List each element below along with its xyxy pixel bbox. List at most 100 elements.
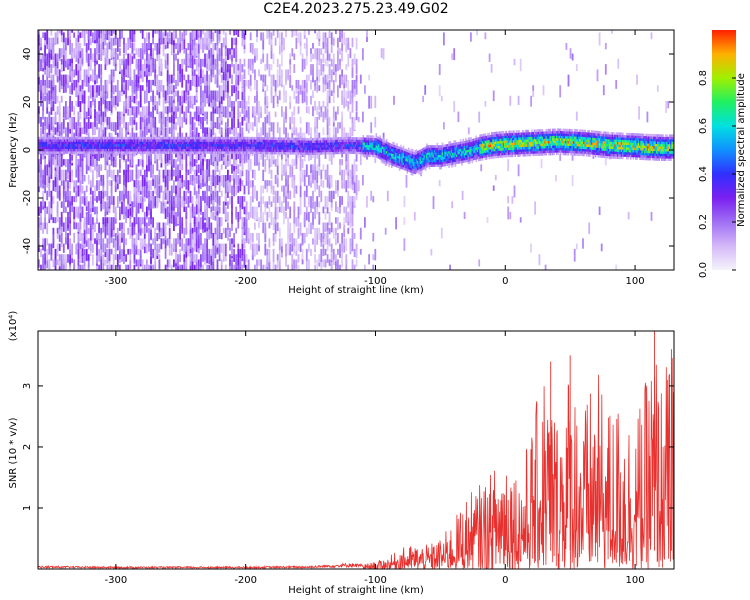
heatmap-cell	[667, 101, 670, 109]
heatmap-cell	[139, 248, 142, 262]
heatmap-cell	[233, 116, 235, 128]
heatmap-cell	[102, 85, 105, 98]
heatmap-cell	[168, 30, 171, 38]
heatmap-cell	[178, 144, 180, 147]
heatmap-cell	[129, 169, 132, 176]
heatmap-cell	[197, 111, 200, 122]
heatmap-cell	[139, 151, 141, 154]
heatmap-cell	[156, 243, 159, 256]
heatmap-cell	[96, 243, 98, 256]
heatmap-cell	[214, 95, 217, 109]
heatmap-cell	[252, 151, 254, 154]
heatmap-cell	[89, 248, 92, 257]
heatmap-cell	[233, 254, 235, 262]
heatmap-cell	[62, 141, 65, 145]
heatmap-cell	[264, 116, 267, 129]
heatmap-cell	[156, 233, 159, 242]
heatmap-cell	[208, 196, 211, 209]
heatmap-cell	[38, 111, 40, 124]
heatmap-cell	[127, 201, 130, 210]
heatmap-cell	[158, 53, 161, 67]
heatmap-cell	[287, 217, 289, 228]
heatmap-cell	[83, 101, 86, 112]
heatmap-cell	[200, 139, 202, 142]
heatmap-cell	[106, 264, 109, 270]
heatmap-cell	[312, 90, 314, 99]
heatmap-cell	[205, 144, 207, 147]
heatmap-cell	[170, 148, 172, 152]
heatmap-cell	[183, 259, 186, 270]
heatmap-cell	[243, 151, 245, 154]
heatmap-cell	[297, 206, 300, 219]
heatmap-cell	[44, 136, 47, 140]
heatmap-cell	[79, 127, 82, 137]
heatmap-cell	[139, 148, 141, 152]
heatmap-cell	[274, 190, 277, 203]
heatmap-cell	[104, 259, 107, 266]
heatmap-cell	[258, 201, 260, 208]
heatmap-cell	[40, 79, 42, 90]
heatmap-cell	[44, 79, 46, 86]
heatmap-cell	[73, 69, 76, 78]
heatmap-cell	[79, 227, 82, 242]
heatmap-cell	[179, 164, 181, 171]
heatmap-cell	[89, 37, 92, 46]
heatmap-cell	[45, 136, 48, 140]
heatmap-cell	[218, 217, 221, 228]
heatmap-cell	[345, 206, 348, 218]
heatmap-cell	[96, 196, 98, 203]
heatmap-cell	[48, 122, 51, 136]
heatmap-cell	[274, 159, 277, 167]
heatmap-cell	[210, 144, 213, 147]
heatmap-cell	[85, 196, 88, 207]
heatmap-cell	[40, 222, 42, 231]
heatmap-cell	[200, 159, 202, 169]
heatmap-cell	[368, 95, 370, 109]
heatmap-cell	[227, 180, 229, 187]
heatmap-cell	[200, 106, 202, 115]
heatmap-cell	[112, 69, 115, 77]
heatmap-cell	[249, 136, 252, 140]
heatmap-cell	[173, 238, 175, 250]
heatmap-cell	[241, 196, 244, 210]
heatmap-cell	[280, 151, 283, 155]
heatmap-cell	[212, 90, 215, 100]
heatmap-cell	[222, 139, 224, 142]
heatmap-cell	[62, 146, 65, 149]
heatmap-cell	[125, 146, 127, 149]
heatmap-cell	[314, 127, 316, 141]
heatmap-cell	[152, 90, 154, 103]
heatmap-cell	[106, 151, 109, 154]
heatmap-cell	[328, 95, 331, 104]
heatmap-cell	[276, 151, 279, 155]
heatmap-cell	[301, 248, 304, 260]
heatmap-cell	[183, 58, 186, 65]
heatmap-cell	[297, 243, 300, 251]
heatmap-cell	[488, 53, 491, 62]
heatmap-cell	[102, 243, 105, 253]
heatmap-cell	[222, 69, 225, 80]
heatmap-cell	[105, 136, 108, 140]
heatmap-cell	[139, 30, 142, 34]
heatmap-cell	[110, 190, 113, 200]
heatmap-cell	[183, 37, 186, 49]
heatmap-cell	[256, 153, 258, 166]
heatmap-cell	[73, 144, 75, 147]
heatmap-cell	[241, 254, 244, 262]
heatmap-cell	[339, 222, 341, 229]
heatmap-cell	[275, 147, 278, 150]
heatmap-cell	[237, 151, 240, 154]
heatmap-cell	[129, 227, 132, 239]
heatmap-cell	[156, 196, 159, 209]
heatmap-cell	[258, 144, 261, 147]
heatmap-cell	[205, 151, 207, 154]
heatmap-cell	[79, 148, 82, 152]
heatmap-cell	[67, 211, 69, 225]
heatmap-cell	[185, 132, 188, 140]
heatmap-cell	[87, 53, 90, 65]
heatmap-cell	[131, 53, 134, 64]
heatmap-cell	[192, 136, 195, 140]
heatmap-cell	[267, 144, 270, 147]
heatmap-cell	[89, 122, 92, 129]
heatmap-cell	[117, 146, 119, 149]
